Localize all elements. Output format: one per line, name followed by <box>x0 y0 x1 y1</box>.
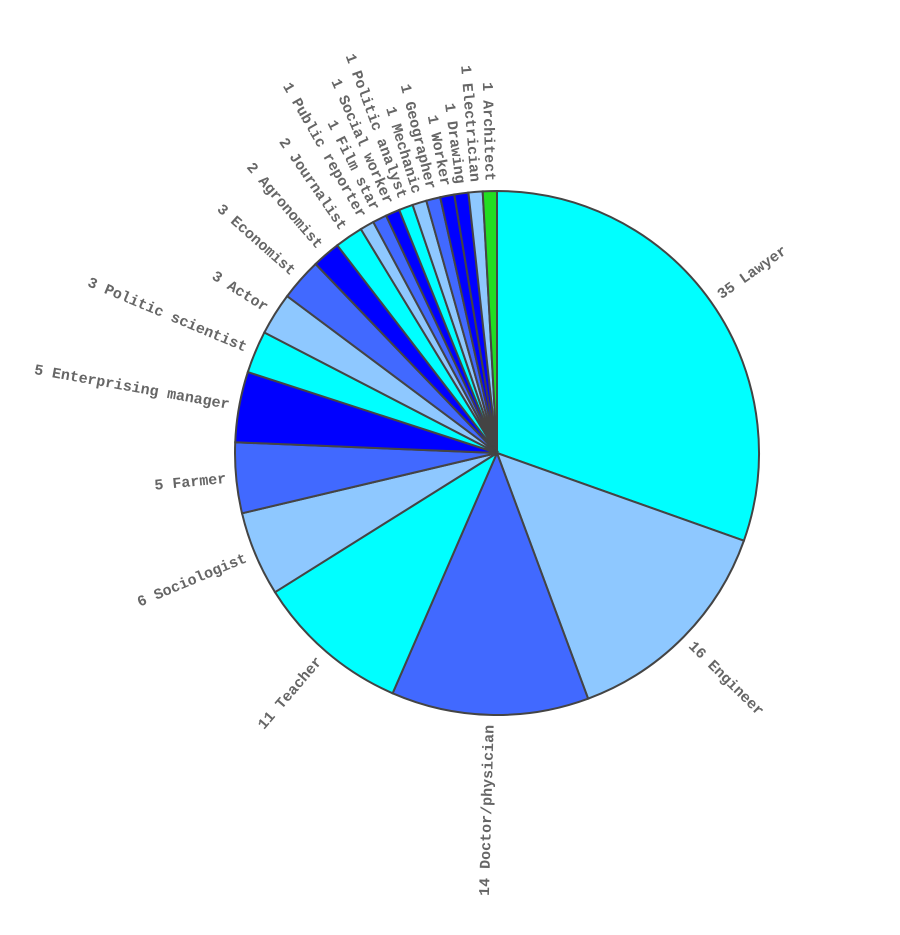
slice-value: 11 <box>255 709 280 734</box>
slice-value: 3 <box>213 201 231 220</box>
slice-label: 11Teacher <box>255 654 327 733</box>
slice-label: 3 Politic scientist <box>85 275 249 357</box>
pie-slice <box>481 189 498 454</box>
slice-label: 16Engineer <box>684 638 766 720</box>
slice-value: 6 <box>135 592 150 611</box>
slice-name: Enterprising manager <box>50 365 230 414</box>
slice-value: 35 <box>715 279 740 303</box>
slice-name: Farmer <box>172 471 227 493</box>
slice-name: Actor <box>224 278 271 316</box>
slice-label: 3Actor <box>208 268 270 316</box>
slice-label: 6 Sociologist <box>135 551 250 612</box>
slice-name: Architect <box>478 100 497 181</box>
slice-value: 1 <box>327 76 346 91</box>
slice-value: 3 <box>208 268 225 287</box>
pie-slice <box>391 450 590 716</box>
slice-value: 1 <box>381 105 400 119</box>
slice-value: 1 <box>396 82 415 95</box>
slice-name: Engineer <box>704 657 767 720</box>
slice-value: 1 <box>440 102 458 113</box>
pie-slice <box>496 189 760 543</box>
slice-value: 2 <box>242 160 261 178</box>
slice-name: Lawyer <box>737 243 791 288</box>
slice-value: 1 <box>341 52 360 66</box>
slice-label: 14 Doctor/physician <box>477 725 499 896</box>
slice-value: 1 <box>423 114 441 126</box>
slice-value: 16 <box>684 638 709 663</box>
slice-value: 2 <box>275 135 294 152</box>
slice-value: 1 <box>456 65 474 75</box>
slice-label: 35Lawyer <box>715 243 791 304</box>
slice-value: 3 <box>85 275 100 294</box>
pie-slice <box>495 451 746 700</box>
slice-value: 14 <box>477 878 494 896</box>
slice-value: 1 <box>278 80 297 96</box>
slice-label: 5 Farmer <box>154 471 227 495</box>
slice-name: Teacher <box>272 654 326 713</box>
slice-value: 1 <box>478 82 495 91</box>
slice-name: Doctor/physician <box>478 725 499 869</box>
slice-label: 1 Architect <box>478 82 498 181</box>
slice-label: 5 Enterprising manager <box>33 362 231 414</box>
slice-value: 5 <box>154 477 165 495</box>
pie-slice <box>273 450 500 695</box>
slice-value: 1 <box>323 118 342 134</box>
slice-value: 5 <box>33 362 45 380</box>
slice-name: Sociologist <box>152 551 250 605</box>
